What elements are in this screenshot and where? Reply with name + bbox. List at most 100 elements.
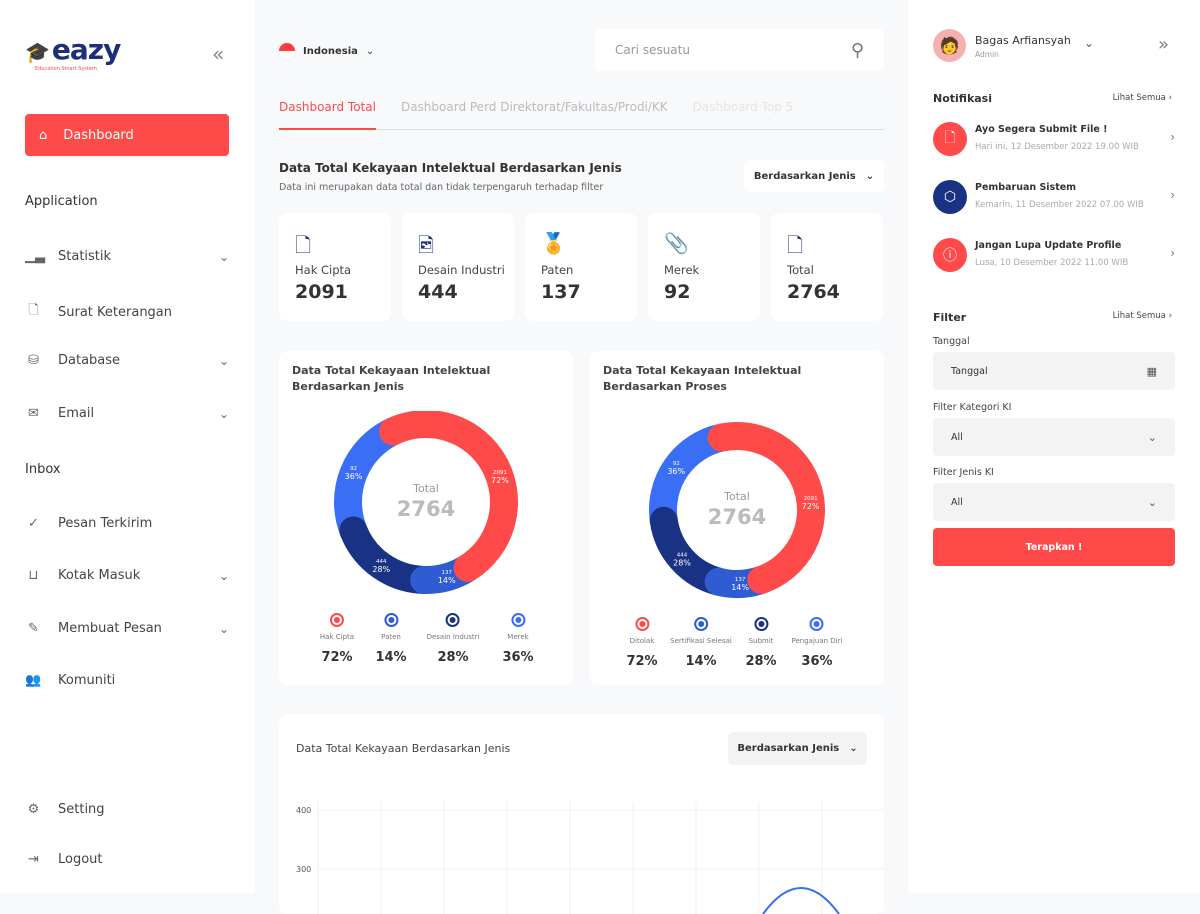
search-icon[interactable]: ⚲ [850, 39, 864, 61]
jenis-select[interactable]: All ⌄ [933, 483, 1175, 521]
slice-percent-label: 36% [345, 472, 363, 481]
filter-title: Filter [933, 311, 967, 324]
legend-label: Ditolak [629, 637, 655, 645]
slice-percent-label: 14% [731, 583, 749, 592]
tab-dashboard-total[interactable]: Dashboard Total [279, 100, 376, 130]
stat-card-paten: 🏅 Paten 137 [525, 213, 637, 321]
expand-panel-icon[interactable]: » [1158, 34, 1170, 55]
section-subtitle: Data ini merupakan data total dan tidak … [279, 182, 604, 193]
home-icon: ⌂ [39, 127, 48, 143]
legend-item[interactable]: Pengajuan Diri 36% [792, 617, 842, 669]
user-menu-chevron-icon[interactable]: ⌄ [1084, 36, 1095, 50]
legend-percent: 36% [801, 654, 833, 669]
donut-center-label: Total [412, 482, 439, 495]
legend-label: Submit [748, 637, 774, 645]
chevron-right-icon: › [1170, 246, 1175, 260]
stat-card-hak-cipta: 🗋 Hak Cipta 2091 [279, 213, 391, 321]
jenis-label: Filter Jenis KI [933, 467, 994, 478]
calendar-icon: ▦ [1146, 364, 1157, 378]
sidebar-item-database[interactable]: ⛁ Database ⌄ [25, 353, 229, 368]
notification-item[interactable]: 🗋 Ayo Segera Submit File ! Hari ini, 12 De… [933, 122, 1175, 158]
section-application: Application [25, 194, 98, 209]
slice-percent-label: 72% [802, 502, 820, 511]
slice-percent-label: 72% [491, 476, 509, 485]
user-name: Bagas Arfiansyah [975, 34, 1071, 47]
line-chart-panel: Data Total Kekayaan Berdasarkan Jenis Be… [279, 714, 884, 914]
line-chart: 400 300 [296, 802, 884, 914]
legend-dot-icon [511, 613, 525, 627]
legend-item[interactable]: Desain Industri 28% [426, 613, 480, 665]
logo[interactable]: 🎓 eazy Education Smart System [25, 33, 121, 73]
right-panel: 🧑 Bagas Arfiansyah Admin ⌄ » Notifikasi … [908, 0, 1200, 893]
legend-item[interactable]: Submit 28% [745, 617, 777, 669]
donut-slice[interactable] [707, 422, 825, 594]
chart-title: Data Total Kekayaan Intelektual Berdasar… [603, 364, 802, 393]
legend-item[interactable]: Ditolak 72% [626, 617, 658, 669]
sidebar-item-surat-keterangan[interactable]: 🗋 Surat Keterangan [25, 301, 229, 323]
line-chart-dropdown[interactable]: Berdasarkan Jenis ⌄ [728, 732, 867, 765]
sidebar-item-dashboard[interactable]: ⌂ Dashboard [25, 114, 229, 156]
date-label: Tanggal [933, 336, 970, 347]
chevron-down-icon: ⌄ [218, 353, 229, 368]
sidebar-item-statistik[interactable]: ▁▃ Statistik ⌄ [25, 249, 229, 264]
notifications-title: Notifikasi [933, 92, 993, 105]
gear-icon: ⚙ [27, 802, 40, 817]
notification-item[interactable]: ⬡ Pembaruan Sistem Kemarin, 11 Desember 20… [933, 180, 1175, 216]
legend-label: Sertifikasi Selesai [670, 637, 732, 645]
date-field[interactable]: Tanggal ▦ [933, 352, 1175, 390]
notification-item[interactable]: ⓘ Jangan Lupa Update Profile Lusa, 10 Dese… [933, 238, 1175, 274]
legend-dot-icon [754, 617, 768, 631]
donut-center-label: Total [723, 490, 750, 503]
image-icon: 🖻 [418, 233, 435, 257]
slice-count-label: 137 [735, 577, 746, 583]
legend-label: Paten [381, 633, 401, 641]
legend-percent: 14% [685, 654, 717, 669]
chart-title: Data Total Kekayaan Berdasarkan Jenis [296, 742, 511, 755]
legend-label: Desain Industri [426, 633, 480, 641]
sidebar-item-logout[interactable]: ⇥ Logout [25, 852, 229, 867]
avatar[interactable]: 🧑 [933, 29, 966, 62]
sidebar-item-setting[interactable]: ⚙ Setting [25, 802, 229, 817]
kategori-select[interactable]: All ⌄ [933, 418, 1175, 456]
legend-item[interactable]: Paten 14% [375, 613, 407, 665]
chevron-down-icon: ⌄ [1147, 495, 1157, 509]
file-icon: 🗋 [787, 233, 804, 257]
sidebar-item-membuat-pesan[interactable]: ✎ Membuat Pesan ⌄ [25, 621, 229, 636]
sidebar-item-pesan-terkirim[interactable]: ✓ Pesan Terkirim [25, 516, 229, 531]
legend-dot-icon [330, 613, 344, 627]
slice-count-label: 137 [441, 570, 452, 576]
chevron-right-icon: › [1168, 93, 1172, 103]
jenis-dropdown[interactable]: Berdasarkan Jenis ⌄ [744, 160, 884, 192]
donut-slice[interactable] [379, 411, 518, 583]
legend-percent: 72% [626, 654, 658, 669]
search-input[interactable]: Cari sesuatu ⚲ [595, 29, 884, 71]
apply-button[interactable]: Terapkan ! [933, 528, 1175, 566]
legend-dot-icon [446, 613, 460, 627]
sidebar-item-email[interactable]: ✉ Email ⌄ [25, 406, 229, 421]
donut-slice[interactable] [334, 417, 408, 545]
country-selector[interactable]: Indonesia ⌄ [279, 43, 374, 59]
tab-dashboard-top5[interactable]: Dashboard Top 5 [692, 100, 794, 114]
section-inbox: Inbox [25, 462, 61, 477]
legend-percent: 14% [375, 650, 407, 665]
sidebar-item-komuniti[interactable]: 👥 Komuniti [25, 673, 116, 688]
legend-percent: 28% [745, 654, 777, 669]
y-tick-label: 400 [296, 806, 311, 815]
legend-dot-icon [635, 617, 649, 631]
legend-item[interactable]: Merek 36% [502, 613, 534, 665]
sidebar-item-kotak-masuk[interactable]: ⊔ Kotak Masuk ⌄ [25, 568, 229, 583]
slice-count-label: 92 [673, 461, 680, 467]
collapse-sidebar-icon[interactable]: « [212, 42, 225, 66]
donut-panel-proses: Data Total Kekayaan Intelektual Berdasar… [590, 351, 884, 685]
tab-dashboard-perd[interactable]: Dashboard Perd Direktorat/Fakultas/Prodi… [400, 100, 668, 114]
notifications-see-all[interactable]: Lihat Semua › [1112, 93, 1172, 103]
filter-see-all[interactable]: Lihat Semua › [1112, 311, 1172, 321]
chevron-down-icon: ⌄ [865, 170, 875, 182]
legend-item[interactable]: Sertifikasi Selesai 14% [670, 617, 732, 669]
legend-item[interactable]: Hak Cipta 72% [320, 613, 354, 665]
info-icon: ⓘ [933, 238, 967, 272]
line-series [762, 887, 840, 914]
chevron-down-icon: ⌄ [218, 621, 229, 636]
sidebar: 🎓 eazy Education Smart System « ⌂ Dashbo… [0, 0, 255, 893]
